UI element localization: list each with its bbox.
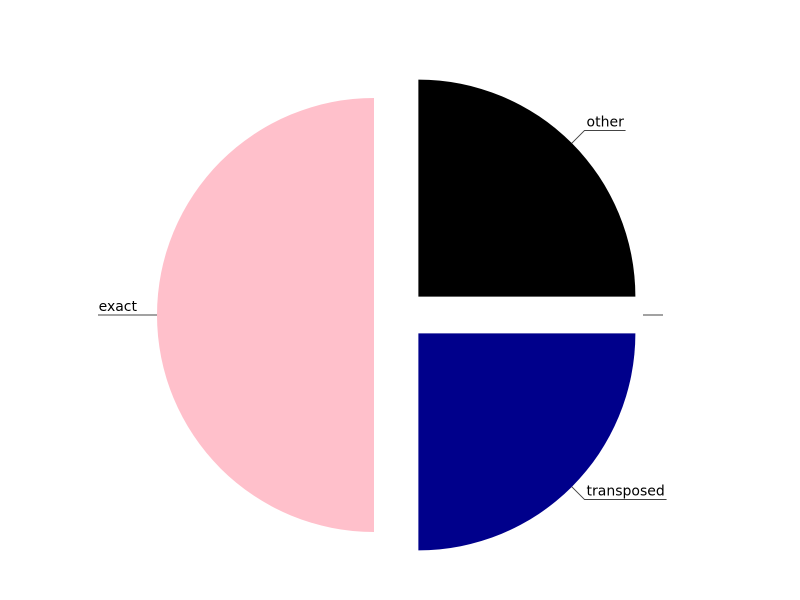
leader-line-other <box>571 129 626 144</box>
slice-label-transposed: transposed <box>587 484 665 500</box>
slice-label-other: other <box>587 114 625 130</box>
slice-label-exact: exact <box>99 299 138 315</box>
pie-slice-transposed[interactable] <box>418 333 636 551</box>
pie-slice-other[interactable] <box>418 79 636 297</box>
pie-slice-exact[interactable] <box>157 98 374 532</box>
leader-line-transposed <box>571 486 667 501</box>
